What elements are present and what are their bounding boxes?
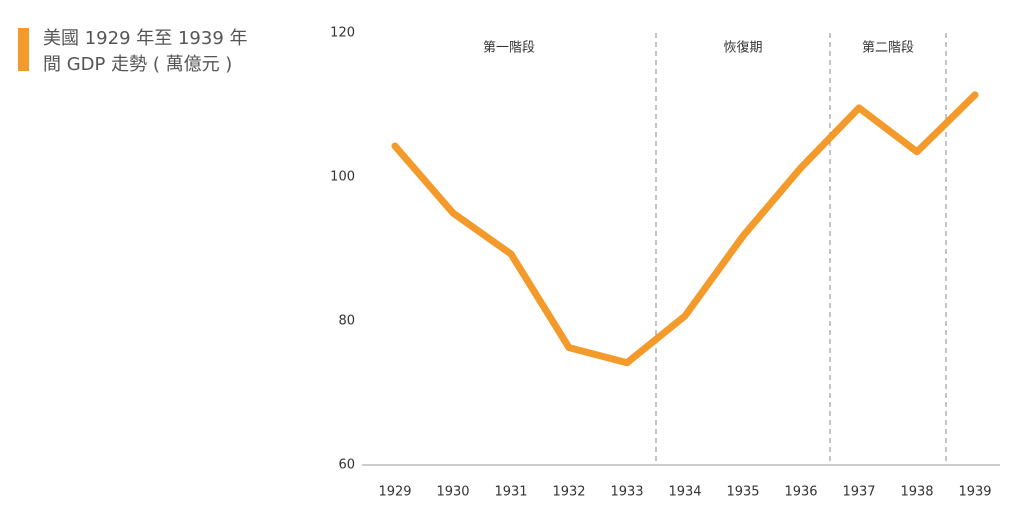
- x-tick-label: 1936: [784, 485, 817, 500]
- x-tick-label: 1939: [958, 485, 991, 500]
- x-tick-label: 1933: [610, 485, 643, 500]
- x-tick-label: 1932: [552, 485, 585, 500]
- x-tick-label: 1930: [436, 485, 469, 500]
- x-tick-label: 1938: [900, 485, 933, 500]
- y-tick-label: 80: [338, 314, 355, 329]
- title-marker: [18, 28, 29, 71]
- x-tick-label: 1929: [378, 485, 411, 500]
- x-tick-label: 1937: [842, 485, 875, 500]
- phase-label: 第一階段: [483, 41, 535, 56]
- x-tick-label: 1935: [726, 485, 759, 500]
- chart-title: 美國 1929 年至 1939 年: [43, 28, 248, 49]
- phase-label: 恢復期: [723, 40, 762, 56]
- y-tick-label: 60: [338, 458, 355, 473]
- x-tick-label: 1934: [668, 485, 701, 500]
- phase-label: 第二階段: [862, 41, 914, 56]
- x-tick-label: 1931: [494, 485, 527, 500]
- y-tick-label: 120: [330, 26, 355, 41]
- data-line: [391, 91, 979, 367]
- chart-title: 間 GDP 走勢 ( 萬億元 ): [43, 54, 232, 75]
- y-tick-label: 100: [330, 170, 355, 185]
